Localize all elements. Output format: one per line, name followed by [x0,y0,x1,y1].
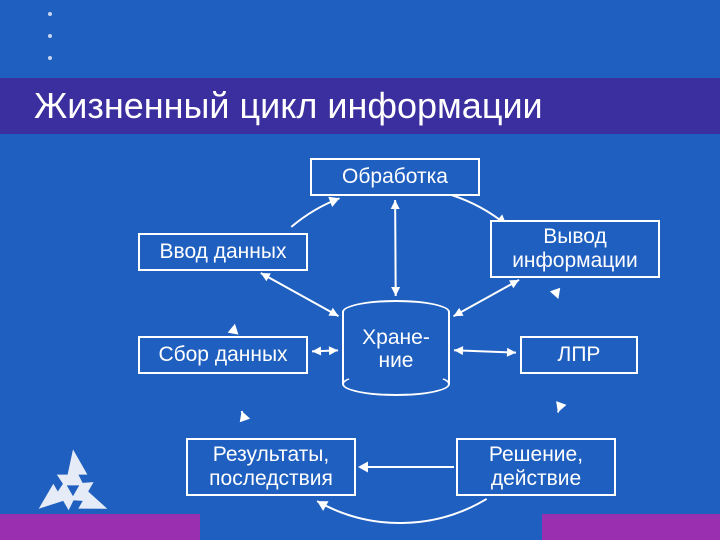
node-info-output-label: Вывод информации [512,225,638,273]
node-decision-label: Решение, действие [489,443,583,491]
node-results-label: Результаты, последствия [209,443,333,491]
storage-label: Хране- ние [342,326,450,372]
node-data-input-label: Ввод данных [160,240,287,264]
node-lpr-label: ЛПР [558,343,601,367]
node-data-input: Ввод данных [138,233,308,271]
node-processing: Обработка [310,158,480,196]
title-bar: Жизненный цикл информации [0,78,720,134]
decorative-dots [48,12,52,78]
node-lpr: ЛПР [520,336,638,374]
storage-cylinder: Хране- ние [342,300,450,396]
node-info-output: Вывод информации [490,220,660,278]
node-decision: Решение, действие [456,438,616,496]
node-results: Результаты, последствия [186,438,356,496]
lifecycle-diagram: Обработка Ввод данных Вывод информации Сбор… [0,140,720,540]
accent-bar-right [542,514,720,540]
page-title: Жизненный цикл информации [34,85,543,127]
node-data-collection-label: Сбор данных [158,343,287,367]
node-processing-label: Обработка [342,165,448,189]
node-data-collection: Сбор данных [138,336,308,374]
accent-bar-left [0,514,200,540]
